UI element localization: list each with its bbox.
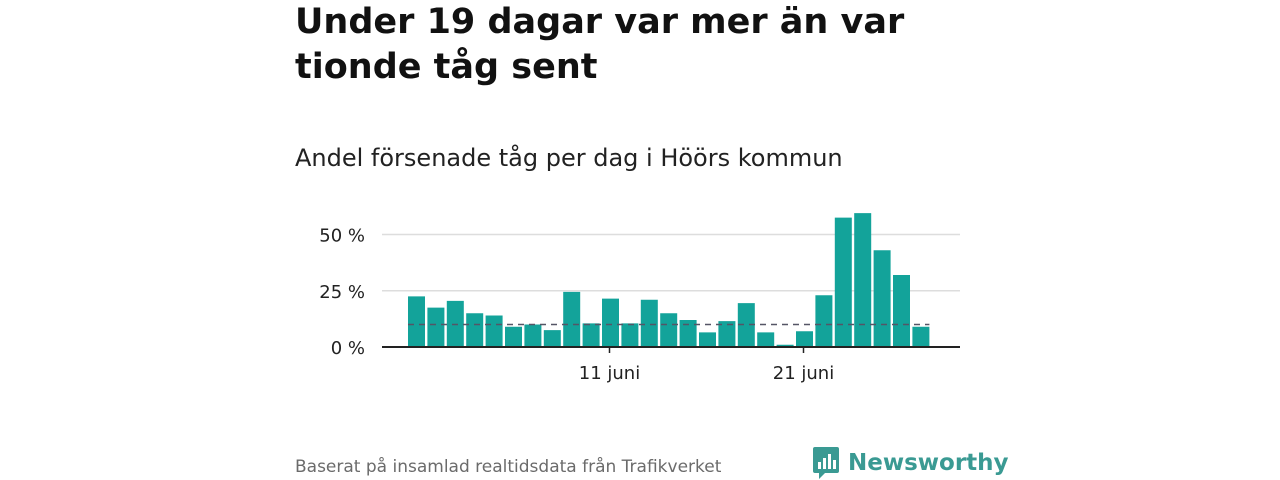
bar <box>718 321 736 347</box>
axes <box>382 346 960 353</box>
bar <box>893 275 910 347</box>
y-tick-label: 50 % <box>319 226 365 247</box>
bar <box>854 213 872 347</box>
bar <box>815 295 833 347</box>
brand-logo[interactable]: Newsworthy <box>812 446 1009 480</box>
bar <box>524 324 542 347</box>
chart-title: Under 19 dagar var mer än var tionde tåg… <box>295 2 905 87</box>
bar <box>912 326 930 347</box>
x-tick-label: 11 juni <box>579 363 640 384</box>
bar-chart: 0 % 25 % 50 % 11 juni 21 juni <box>319 213 960 385</box>
bar <box>640 299 658 347</box>
bar <box>660 313 678 347</box>
bar <box>699 332 716 347</box>
bar <box>834 217 852 347</box>
bar <box>563 291 581 347</box>
bar <box>505 326 522 347</box>
bar <box>796 331 813 347</box>
source-note: Baserat på insamlad realtidsdata från Tr… <box>295 457 722 477</box>
bar <box>737 303 755 347</box>
bars <box>408 213 930 347</box>
chart-subtitle: Andel försenade tåg per dag i Höörs komm… <box>295 144 843 172</box>
bar <box>485 315 503 347</box>
brand-name: Newsworthy <box>848 450 1009 476</box>
bar <box>427 307 445 347</box>
bar <box>873 250 891 347</box>
tick-labels: 0 % 25 % 50 % 11 juni 21 juni <box>319 226 834 385</box>
grid-lines <box>382 233 960 292</box>
bar <box>621 323 639 347</box>
bar-chart-speech-bubble-icon <box>813 447 839 479</box>
bar <box>408 296 425 347</box>
bar <box>776 344 794 347</box>
bar <box>582 323 600 347</box>
bar <box>679 320 697 347</box>
x-tick-label: 21 juni <box>773 363 834 384</box>
bar <box>466 313 484 347</box>
bar <box>543 330 561 347</box>
y-tick-label: 0 % <box>331 338 365 359</box>
bar <box>757 332 775 347</box>
y-tick-label: 25 % <box>319 282 365 303</box>
bar <box>602 298 619 347</box>
